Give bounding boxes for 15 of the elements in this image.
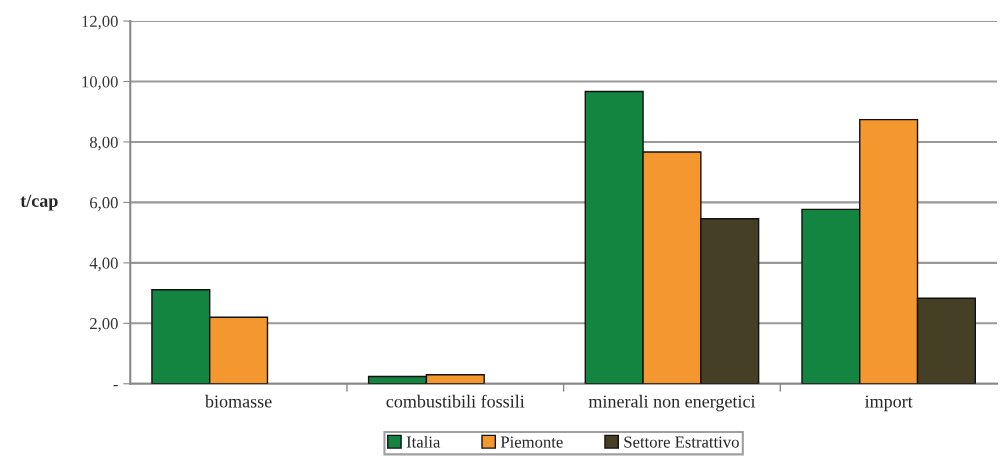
legend-label: Piemonte — [500, 436, 563, 448]
x-tick-label: import — [864, 395, 913, 412]
y-tick-label: 4,00 — [89, 257, 118, 272]
x-tick-label: minerali non energetici — [588, 394, 756, 412]
legend-label: Italia — [406, 435, 441, 448]
y-tick-label: - — [113, 384, 118, 387]
y-axis-title: t/cap — [20, 194, 58, 211]
y-tick-label: 8,00 — [89, 136, 118, 151]
y-tick-label: 12,00 — [82, 15, 118, 30]
y-tick-label: 2,00 — [90, 318, 118, 332]
legend-label: Settore Estrattivo — [624, 436, 739, 448]
x-tick-label: combustibili fossili — [386, 394, 525, 408]
y-tick-label: 6,00 — [90, 197, 118, 211]
x-tick-label: biomasse — [205, 394, 272, 408]
y-tick-label: 10,00 — [82, 76, 118, 90]
